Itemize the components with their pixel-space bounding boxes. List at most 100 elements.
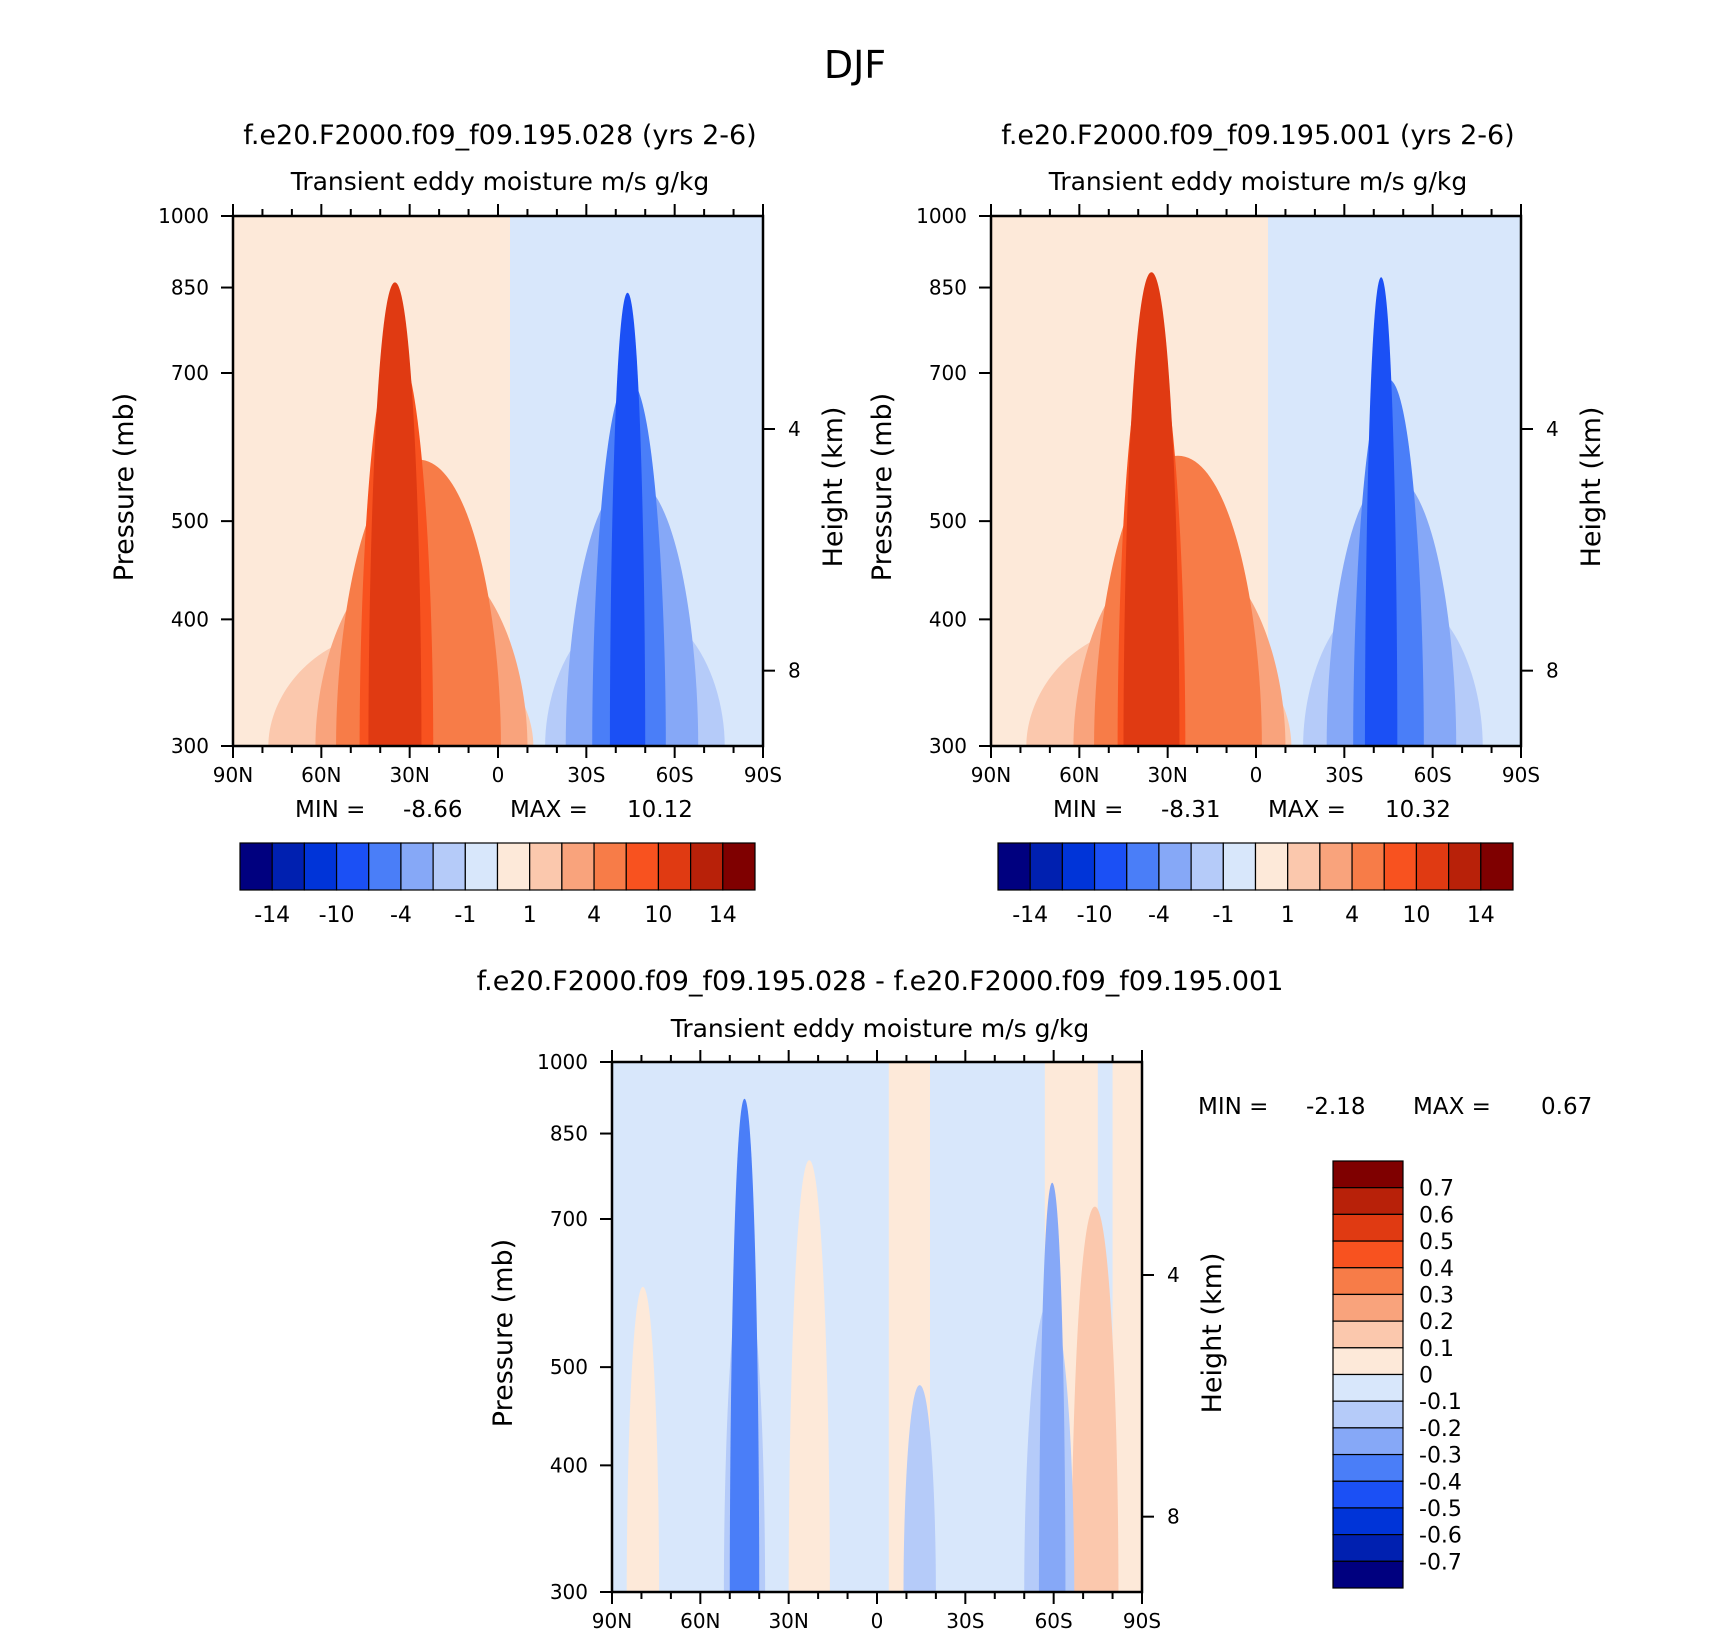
x-tick-label: 60S (1035, 1609, 1073, 1633)
x-tick-label: 90S (1123, 1609, 1161, 1633)
colorbar-box (722, 842, 756, 891)
colorbar-box (1332, 1453, 1404, 1482)
y-tick-label: 1000 (537, 1050, 588, 1074)
x-tick-label: 30S (567, 763, 605, 787)
colorbar-box (432, 842, 466, 891)
panel-1-ylabel: Pressure (mb) (109, 393, 140, 581)
colorbar-box (1332, 1213, 1404, 1242)
colorbar-label: 0.6 (1419, 1203, 1454, 1228)
colorbar-label: -0.6 (1419, 1524, 1462, 1549)
panel-3-max-label: MAX = (1413, 1094, 1491, 1120)
y2-tick-label: 4 (1167, 1263, 1180, 1287)
colorbar-label: -14 (254, 903, 290, 928)
y-tick-label: 700 (929, 361, 967, 385)
colorbar-label: 0 (1419, 1364, 1433, 1389)
colorbar-box (1061, 842, 1096, 891)
colorbar-box (1093, 842, 1128, 891)
x-tick-label: 90N (213, 763, 253, 787)
colorbar-label: 0.2 (1419, 1310, 1454, 1335)
y-tick-label: 400 (929, 607, 967, 631)
y-tick-label: 850 (171, 276, 209, 300)
y-tick-label: 1000 (158, 204, 209, 228)
x-tick-label: 30S (946, 1609, 984, 1633)
contour-negative-8 (609, 292, 646, 746)
x-tick-label: 0 (1250, 763, 1263, 787)
colorbar-box (593, 842, 627, 891)
contour-positive-3 (626, 1286, 660, 1592)
x-tick-label: 90N (592, 1609, 632, 1633)
colorbar-label: 4 (1345, 903, 1359, 928)
colorbar-box (1383, 842, 1418, 891)
colorbar-box (496, 842, 531, 891)
panel-1-y2label: Height (km) (818, 407, 849, 568)
colorbar-label: 0.1 (1419, 1337, 1454, 1362)
panel-2-min-label: MIN = (1053, 797, 1123, 823)
colorbar-box (690, 842, 724, 891)
x-tick-label: 30S (1325, 763, 1363, 787)
colorbar-box (1332, 1427, 1404, 1456)
colorbar-box (1415, 842, 1450, 891)
colorbar-label: -0.5 (1419, 1497, 1462, 1522)
contour-positive-4 (368, 282, 422, 746)
colorbar-box (1332, 1507, 1404, 1536)
colorbar-label: -0.4 (1419, 1470, 1462, 1495)
panel-1: f.e20.F2000.f09_f09.195.028 (yrs 2-6) Tr… (109, 120, 849, 928)
panel-2-colorbar: -14 -10 -4 -1 1 4 10 14 (997, 842, 1514, 928)
contour-fills (233, 216, 763, 746)
colorbar-label: 1 (1281, 903, 1295, 928)
colorbar-box (1287, 842, 1321, 891)
panel-1-max-label: MAX = (510, 797, 588, 823)
y-tick-label: 500 (929, 509, 967, 533)
x-tick-label: 30N (768, 1609, 808, 1633)
x-tick-label: 90N (971, 763, 1011, 787)
colorbar-box (1332, 1240, 1404, 1269)
colorbar-box (1332, 1480, 1404, 1509)
panel-2-ylabel: Pressure (mb) (867, 393, 898, 581)
figure-title: DJF (824, 43, 886, 87)
colorbar-box (1332, 1160, 1404, 1189)
panel-3-min-value: -2.18 (1306, 1094, 1366, 1120)
colorbar-label: 14 (709, 903, 737, 928)
colorbar-label: -10 (319, 903, 355, 928)
y2-tick-label: 4 (788, 417, 801, 441)
panel-2-max-label: MAX = (1268, 797, 1346, 823)
y-tick-label: 300 (550, 1580, 588, 1604)
panel-2-plot: 90N 60N 30N 0 30S 60S 90S 300 400 500 700 850 1000 8 4 (916, 204, 1559, 787)
x-tick-label: 30N (389, 763, 429, 787)
panel-3-max-value: 0.67 (1541, 1094, 1592, 1120)
panel-2-y2label: Height (km) (1576, 407, 1607, 568)
colorbar-label: -4 (1148, 903, 1170, 928)
x-tick-label: 30N (1147, 763, 1187, 787)
colorbar-box (335, 842, 370, 891)
colorbar-label: -0.7 (1419, 1550, 1462, 1575)
colorbar-label: -0.3 (1419, 1444, 1462, 1469)
panel-1-min-value: -8.66 (403, 797, 463, 823)
colorbar-box (1029, 842, 1063, 891)
colorbar-label: -10 (1077, 903, 1113, 928)
x-tick-label: 60N (680, 1609, 720, 1633)
colorbar-box (561, 842, 595, 891)
colorbar-label: -1 (454, 903, 476, 928)
colorbar-label: 0.5 (1419, 1230, 1454, 1255)
colorbar-box (529, 842, 563, 891)
colorbar-box (303, 842, 338, 891)
colorbar-box (464, 842, 499, 891)
y-tick-label: 400 (171, 607, 209, 631)
panel-2-subtitle: Transient eddy moisture m/s g/kg (1048, 167, 1468, 196)
colorbar-label: 10 (644, 903, 672, 928)
panel-1-plot: 90N 60N 30N 0 30S 60S 90S 300 400 500 700 850 1000 8 4 (158, 204, 801, 787)
panel-3-colorbar: 0.70.60.50.40.30.20.10-0.1-0.2-0.3-0.4-0… (1332, 1160, 1462, 1589)
y-tick-label: 500 (171, 509, 209, 533)
panel-2-min-value: -8.31 (1161, 797, 1221, 823)
colorbar-box (1448, 842, 1482, 891)
y-tick-label: 500 (550, 1355, 588, 1379)
y2-tick-label: 4 (1546, 417, 1559, 441)
x-tick-label: 60N (301, 763, 341, 787)
colorbar-box (1332, 1534, 1404, 1562)
colorbar-box (1332, 1320, 1404, 1349)
x-tick-label: 60S (1414, 763, 1452, 787)
colorbar-label: 0.4 (1419, 1257, 1454, 1282)
colorbar-label: -1 (1212, 903, 1234, 928)
colorbar-label: -0.2 (1419, 1417, 1462, 1442)
